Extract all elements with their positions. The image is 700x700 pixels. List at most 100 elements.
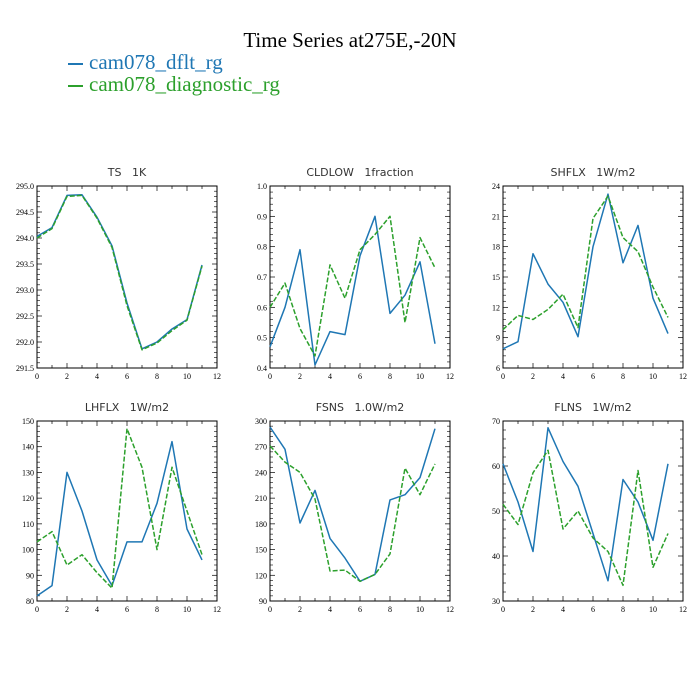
x-tick-label: 10 (649, 372, 657, 381)
y-tick-label: 0.7 (257, 273, 267, 282)
y-tick-label: 180 (255, 520, 267, 529)
x-tick-label: 10 (183, 372, 191, 381)
y-tick-label: 1.0 (257, 182, 267, 191)
x-tick-label: 12 (446, 372, 454, 381)
series-line-diagnostic (269, 215, 436, 357)
y-tick-label: 292.0 (16, 338, 34, 347)
x-tick-label: 0 (268, 605, 272, 614)
legend-swatch-dflt (68, 63, 83, 65)
series-line-dflt (269, 215, 436, 366)
x-tick-label: 12 (679, 605, 687, 614)
series-line-dflt (502, 427, 669, 582)
x-tick-label: 4 (561, 372, 565, 381)
x-tick-label: 10 (416, 605, 424, 614)
series-line-dflt (502, 193, 669, 350)
y-tick-label: 140 (22, 443, 34, 452)
x-tick-label: 6 (358, 605, 362, 614)
x-tick-label: 12 (446, 605, 454, 614)
x-tick-label: 10 (416, 372, 424, 381)
y-tick-label: 90 (259, 597, 267, 606)
y-tick-label: 40 (492, 552, 500, 561)
x-tick-label: 2 (531, 372, 535, 381)
y-tick-label: 24 (492, 182, 500, 191)
x-tick-label: 4 (95, 605, 99, 614)
x-tick-label: 0 (501, 605, 505, 614)
y-tick-label: 292.5 (16, 312, 34, 321)
x-tick-label: 4 (561, 605, 565, 614)
y-tick-label: 300 (255, 417, 267, 426)
panel-title: FSNS 1.0W/m2 (316, 401, 405, 414)
y-tick-label: 0.4 (257, 364, 267, 373)
x-tick-label: 12 (213, 605, 221, 614)
y-tick-label: 291.5 (16, 364, 34, 373)
x-tick-label: 8 (155, 605, 159, 614)
series-line-dflt (36, 194, 203, 350)
x-tick-label: 6 (125, 372, 129, 381)
y-tick-label: 12 (492, 303, 500, 312)
y-tick-label: 294.5 (16, 208, 34, 217)
y-tick-label: 60 (492, 462, 500, 471)
x-tick-label: 4 (95, 372, 99, 381)
x-tick-label: 4 (328, 605, 332, 614)
x-tick-label: 8 (155, 372, 159, 381)
y-tick-label: 295.0 (16, 182, 34, 191)
panel-title: TS 1K (107, 166, 147, 179)
series-line-diagnostic (36, 427, 203, 589)
legend-label-diagnostic: cam078_diagnostic_rg (89, 72, 280, 96)
panel-title: SHFLX 1W/m2 (550, 166, 635, 179)
y-tick-label: 130 (22, 468, 34, 477)
y-tick-label: 9 (496, 334, 500, 343)
x-tick-label: 2 (298, 372, 302, 381)
x-tick-label: 6 (591, 605, 595, 614)
x-tick-label: 10 (183, 605, 191, 614)
x-tick-label: 2 (531, 605, 535, 614)
y-tick-label: 150 (255, 546, 267, 555)
x-tick-label: 2 (65, 605, 69, 614)
x-tick-label: 2 (298, 605, 302, 614)
x-tick-label: 0 (35, 372, 39, 381)
x-tick-label: 8 (621, 605, 625, 614)
y-tick-label: 100 (22, 546, 34, 555)
x-tick-label: 0 (268, 372, 272, 381)
legend-item-diagnostic: cam078_diagnostic_rg (68, 72, 280, 97)
x-tick-label: 6 (591, 372, 595, 381)
series-line-diagnostic (269, 445, 436, 583)
panel-title: CLDLOW 1fraction (306, 166, 413, 179)
x-tick-label: 6 (125, 605, 129, 614)
legend-label-dflt: cam078_dflt_rg (89, 50, 223, 74)
y-tick-label: 150 (22, 417, 34, 426)
y-tick-label: 293.5 (16, 260, 34, 269)
y-tick-label: 0.5 (257, 334, 267, 343)
series-line-diagnostic (36, 194, 203, 351)
y-tick-label: 270 (255, 443, 267, 452)
legend-swatch-diagnostic (68, 85, 83, 87)
x-tick-label: 8 (388, 605, 392, 614)
y-tick-label: 240 (255, 468, 267, 477)
y-tick-label: 0.8 (257, 243, 267, 252)
x-tick-label: 2 (65, 372, 69, 381)
y-tick-label: 18 (492, 243, 500, 252)
y-tick-label: 15 (492, 273, 500, 282)
panel-frame (36, 185, 218, 369)
series-line-diagnostic (502, 449, 669, 587)
series-line-diagnostic (502, 195, 669, 331)
x-tick-label: 8 (621, 372, 625, 381)
y-tick-label: 120 (255, 571, 267, 580)
y-tick-label: 90 (26, 571, 34, 580)
x-tick-label: 12 (679, 372, 687, 381)
y-tick-label: 80 (26, 597, 34, 606)
x-tick-label: 0 (501, 372, 505, 381)
legend-item-dflt: cam078_dflt_rg (68, 50, 223, 75)
panel-title: FLNS 1W/m2 (554, 401, 631, 414)
panel-title: LHFLX 1W/m2 (85, 401, 169, 414)
series-line-dflt (36, 440, 203, 597)
x-tick-label: 12 (213, 372, 221, 381)
figure-title: Time Series at275E,-20N (243, 28, 457, 52)
y-tick-label: 30 (492, 597, 500, 606)
y-tick-label: 120 (22, 494, 34, 503)
y-tick-label: 0.9 (257, 212, 267, 221)
panel-frame (502, 420, 684, 602)
y-tick-label: 6 (496, 364, 500, 373)
y-tick-label: 0.6 (257, 303, 267, 312)
y-tick-label: 50 (492, 507, 500, 516)
